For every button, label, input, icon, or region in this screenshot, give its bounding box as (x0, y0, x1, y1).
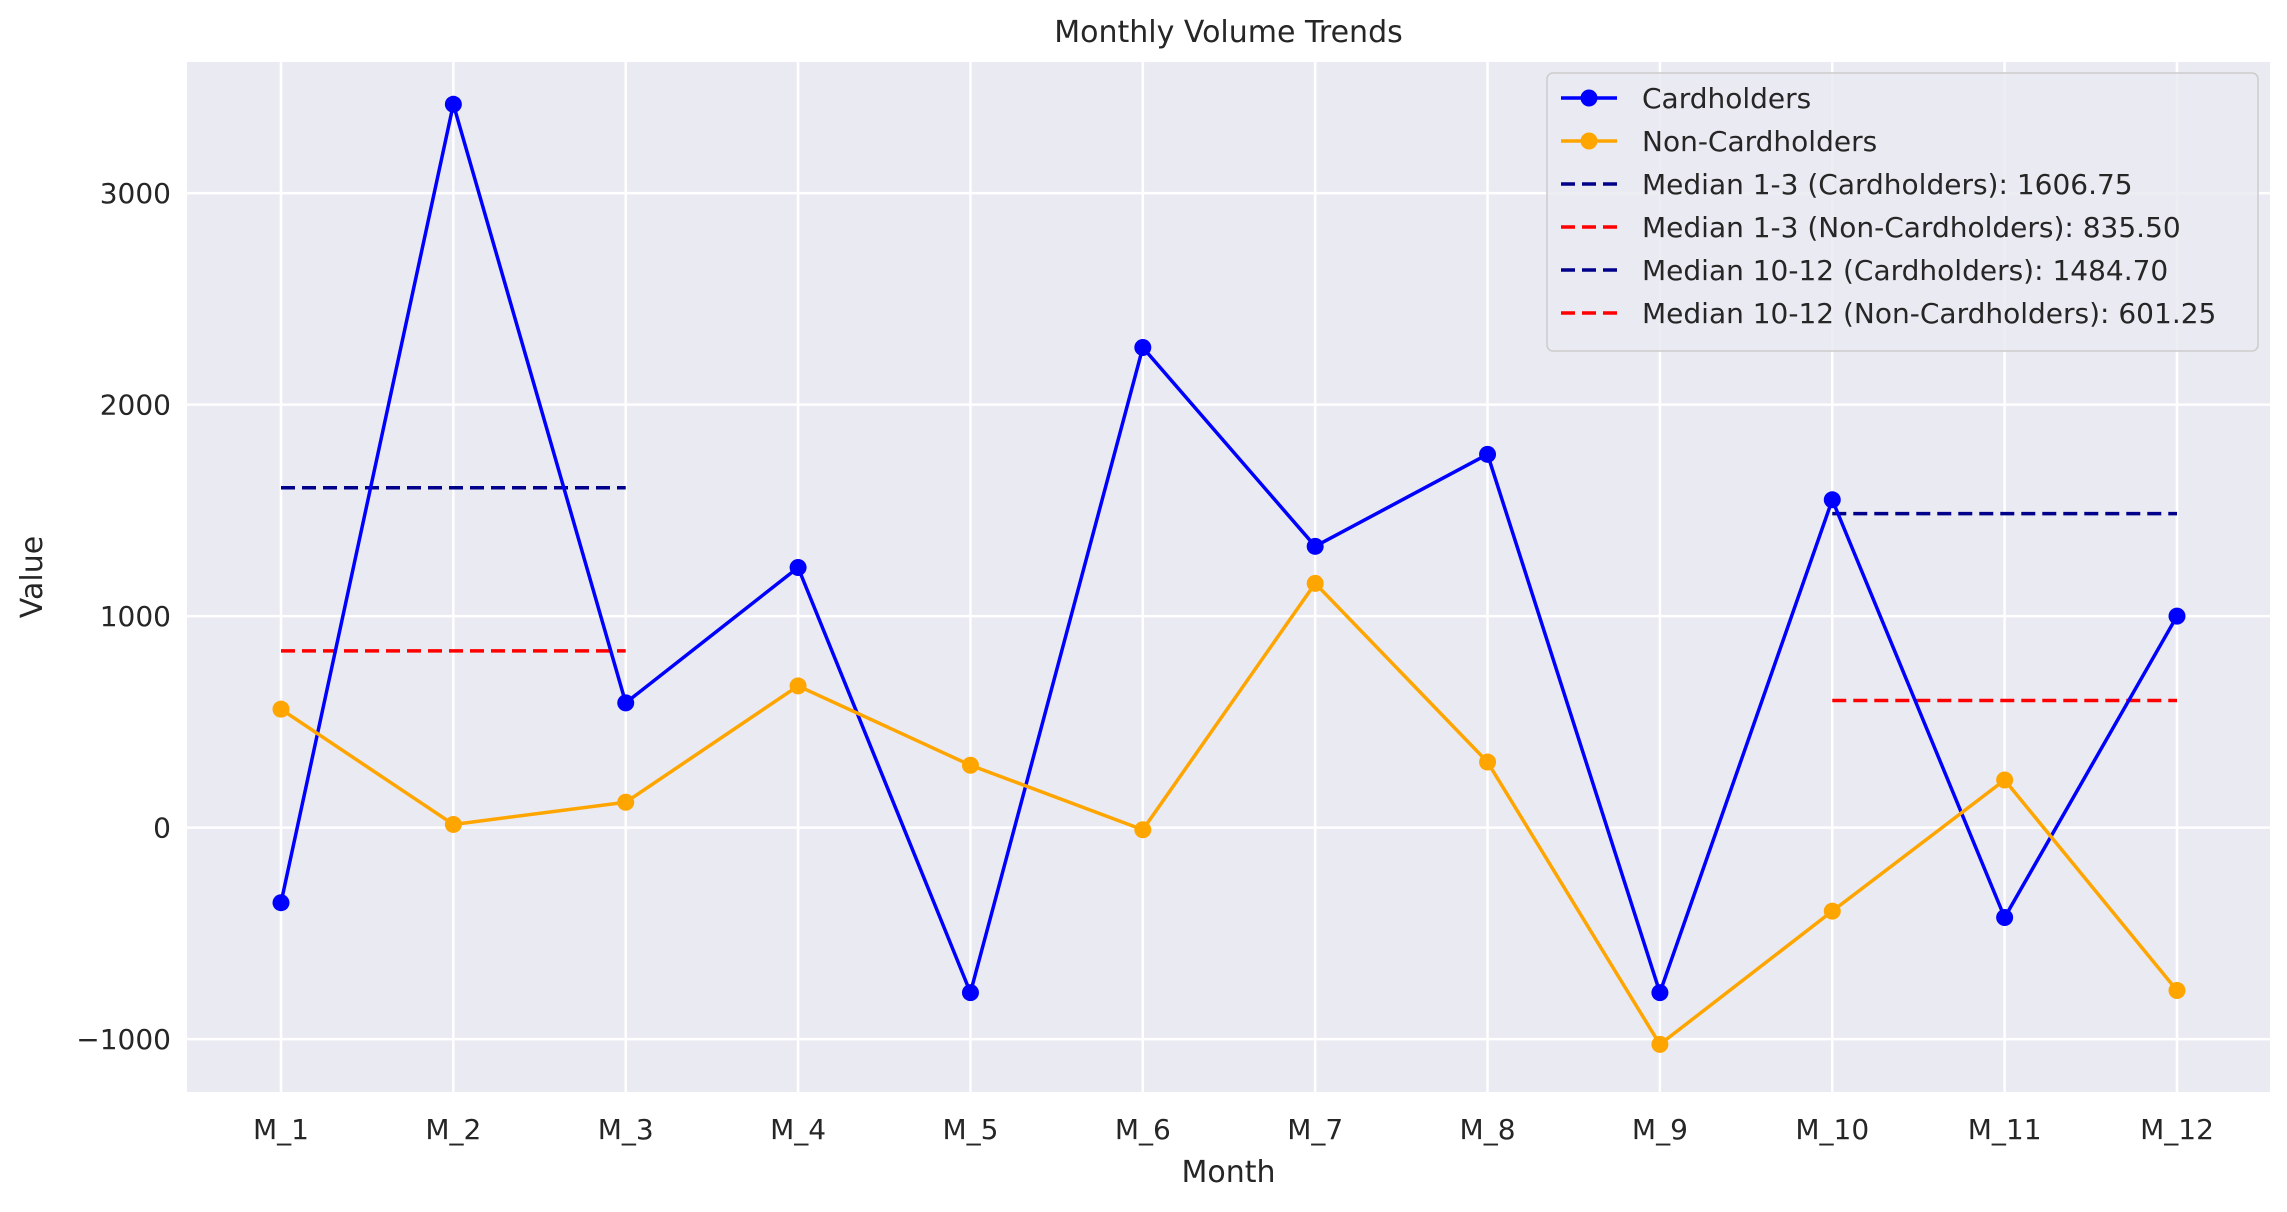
x-tick-label: M_4 (770, 1113, 826, 1146)
x-axis-label: Month (1181, 1155, 1275, 1190)
legend-label: Median 1-3 (Cardholders): 1606.75 (1642, 168, 2133, 201)
x-tick-label: M_5 (942, 1113, 998, 1146)
legend-label: Median 1-3 (Non-Cardholders): 835.50 (1642, 211, 2181, 244)
data-point (272, 700, 290, 718)
data-point (617, 694, 635, 712)
series-line (279, 102, 2179, 995)
data-point (961, 756, 979, 774)
data-point (1306, 574, 1324, 592)
data-point (1823, 902, 1841, 920)
x-tick-label: M_9 (1632, 1113, 1688, 1146)
data-point (444, 95, 462, 113)
legend-marker (1580, 89, 1598, 107)
x-tick-label: M_1 (253, 1113, 309, 1146)
data-point (789, 558, 807, 576)
data-point (1134, 339, 1152, 357)
x-tick-label: M_2 (425, 1113, 481, 1146)
data-point (1134, 821, 1152, 839)
legend-label: Median 10-12 (Non-Cardholders): 601.25 (1642, 297, 2216, 330)
data-point (1479, 753, 1497, 771)
x-tick-label: M_8 (1460, 1113, 1516, 1146)
data-point (617, 793, 635, 811)
x-tick-label: M_7 (1287, 1113, 1343, 1146)
x-axis-ticks: M_1 M_2 M_3 M_4 M_5 M_6 M_7 M_8 M_9 M_10 M_11 M_12 (253, 1113, 2214, 1146)
data-point (2168, 607, 2186, 625)
x-tick-label: M_6 (1115, 1113, 1171, 1146)
data-point (444, 815, 462, 833)
data-point (1996, 909, 2014, 927)
reference-lines (281, 486, 2177, 703)
data-point (789, 677, 807, 695)
x-tick-label: M_10 (1795, 1113, 1869, 1146)
legend-box (1546, 72, 2259, 352)
data-point (1306, 537, 1324, 555)
data-point (1996, 771, 2014, 789)
data-point (1823, 491, 1841, 509)
data-point (1479, 445, 1497, 463)
data-point (1651, 1035, 1669, 1053)
y-tick-label: −1000 (76, 1023, 171, 1056)
series-line (280, 581, 2179, 1047)
legend-label: Non-Cardholders (1642, 125, 1877, 158)
x-tick-label: M_3 (598, 1113, 654, 1146)
y-tick-label: 0 (153, 812, 171, 845)
x-tick-label: M_11 (1968, 1113, 2042, 1146)
legend-marker (1580, 132, 1598, 150)
legend-label: Median 10-12 (Cardholders): 1484.70 (1642, 254, 2168, 287)
y-axis-ticks: −1000 0 1000 2000 3000 (76, 177, 171, 1056)
chart-title: Monthly Volume Trends (1054, 15, 1403, 50)
data-point (2168, 981, 2186, 999)
legend: Cardholders Non-Cardholders Median 1-3 (Ca… (1546, 72, 2259, 352)
series-lines (272, 95, 2186, 1053)
grid-lines (187, 62, 2270, 1092)
y-tick-label: 2000 (100, 389, 171, 422)
data-point (272, 894, 290, 912)
y-tick-label: 1000 (100, 600, 171, 633)
legend-label: Cardholders (1642, 82, 1811, 115)
y-tick-label: 3000 (100, 177, 171, 210)
y-axis-label: Value (15, 536, 50, 618)
data-point (961, 984, 979, 1002)
x-tick-label: M_12 (2140, 1113, 2214, 1146)
data-point (1651, 984, 1669, 1002)
